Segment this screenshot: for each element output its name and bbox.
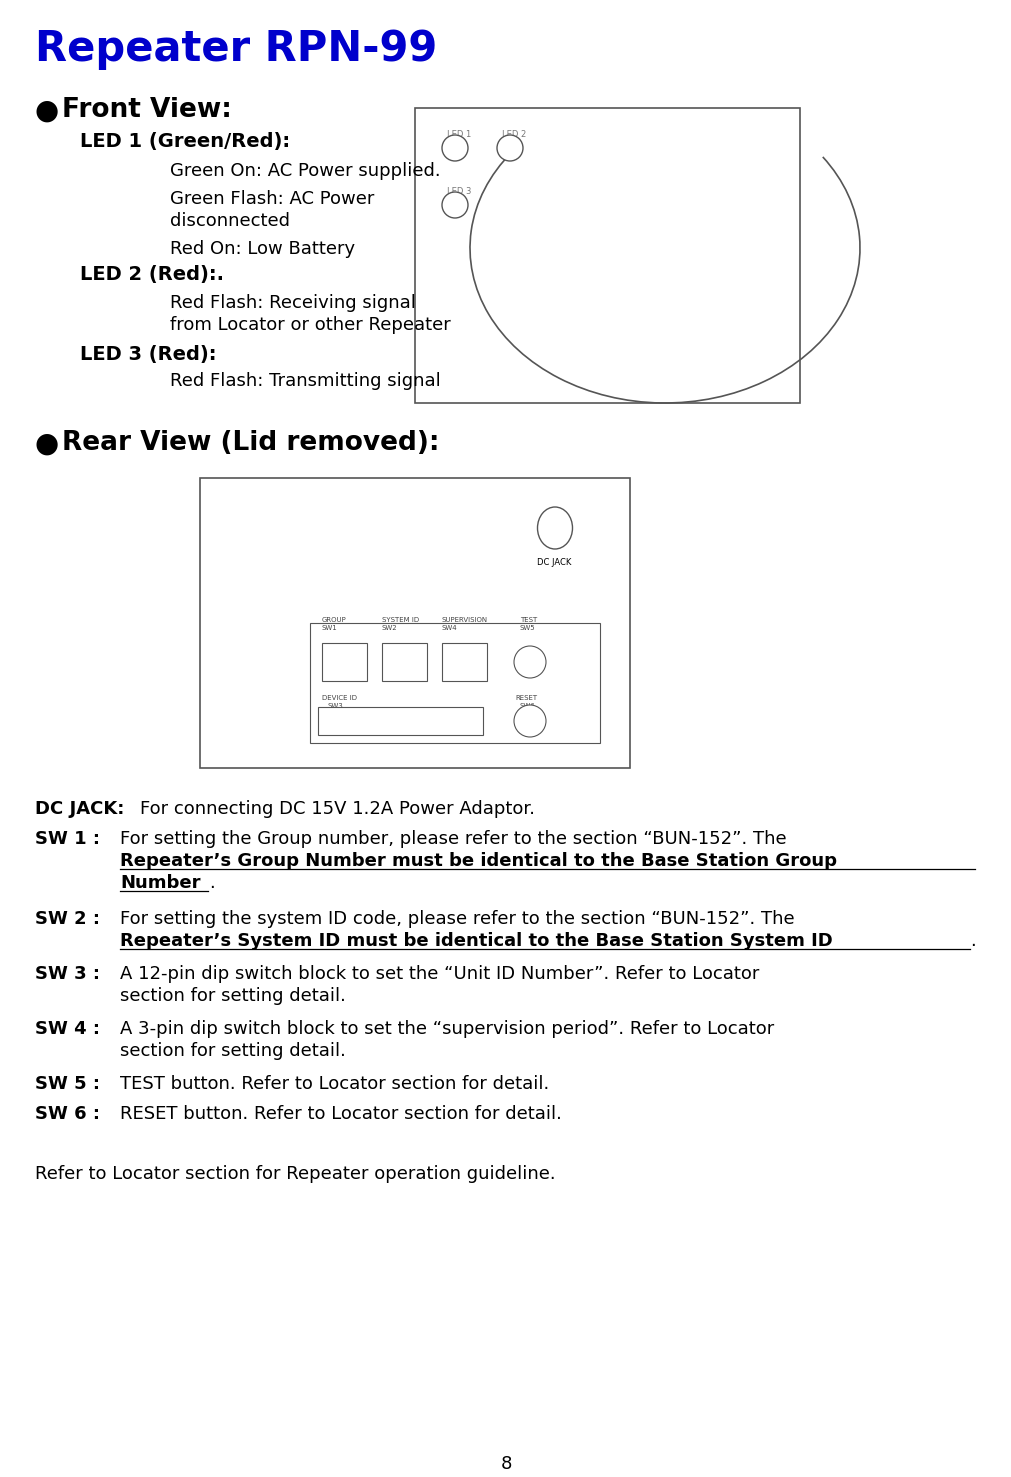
Circle shape <box>442 192 467 219</box>
Text: LED 3 (Red):: LED 3 (Red): <box>80 346 216 363</box>
Text: SW 2 :: SW 2 : <box>35 910 100 928</box>
Circle shape <box>514 645 546 678</box>
Text: SW 1 :: SW 1 : <box>35 830 100 848</box>
Text: SUPERVISION: SUPERVISION <box>442 617 487 623</box>
Text: LED 1: LED 1 <box>447 130 471 139</box>
Text: For setting the system ID code, please refer to the section “BUN-152”. The: For setting the system ID code, please r… <box>120 910 794 928</box>
Bar <box>442 642 486 681</box>
Bar <box>415 108 800 403</box>
Text: LED 2 (Red):.: LED 2 (Red):. <box>80 264 223 284</box>
Text: section for setting detail.: section for setting detail. <box>120 1041 346 1060</box>
Text: A 12-pin dip switch block to set the “Unit ID Number”. Refer to Locator: A 12-pin dip switch block to set the “Un… <box>120 964 758 984</box>
Text: SW2: SW2 <box>381 625 397 631</box>
Text: disconnected: disconnected <box>170 213 290 230</box>
Bar <box>309 623 600 743</box>
Text: DEVICE ID: DEVICE ID <box>321 696 357 702</box>
Text: Repeater RPN-99: Repeater RPN-99 <box>35 28 437 69</box>
Text: LED 1 (Green/Red):: LED 1 (Green/Red): <box>80 131 290 151</box>
Text: ●: ● <box>35 430 60 458</box>
Text: Green On: AC Power supplied.: Green On: AC Power supplied. <box>170 162 440 180</box>
Text: SW 3 :: SW 3 : <box>35 964 100 984</box>
Text: Rear View (Lid removed):: Rear View (Lid removed): <box>62 430 439 456</box>
Bar <box>321 642 367 681</box>
Text: SW 4 :: SW 4 : <box>35 1021 100 1038</box>
Text: SW5: SW5 <box>520 625 535 631</box>
Text: DC JACK: DC JACK <box>537 558 571 567</box>
Text: Red Flash: Transmitting signal: Red Flash: Transmitting signal <box>170 372 441 390</box>
Text: Front View:: Front View: <box>62 97 232 123</box>
Text: LED 3: LED 3 <box>447 188 471 196</box>
Text: .: . <box>209 874 214 892</box>
Text: .: . <box>969 932 975 950</box>
Text: SW 6 :: SW 6 : <box>35 1105 100 1123</box>
Text: 8: 8 <box>499 1455 512 1473</box>
Text: Repeater’s Group Number must be identical to the Base Station Group: Repeater’s Group Number must be identica… <box>120 852 836 870</box>
Text: SW3: SW3 <box>328 703 344 709</box>
Bar <box>381 642 427 681</box>
Text: section for setting detail.: section for setting detail. <box>120 987 346 1004</box>
Text: DC JACK:: DC JACK: <box>35 801 124 818</box>
Text: Green Flash: AC Power: Green Flash: AC Power <box>170 191 374 208</box>
Ellipse shape <box>537 507 572 549</box>
Text: TEST: TEST <box>520 617 537 623</box>
Text: For connecting DC 15V 1.2A Power Adaptor.: For connecting DC 15V 1.2A Power Adaptor… <box>140 801 535 818</box>
Circle shape <box>514 705 546 737</box>
Text: TEST button. Refer to Locator section for detail.: TEST button. Refer to Locator section fo… <box>120 1075 549 1093</box>
Text: LED 2: LED 2 <box>501 130 526 139</box>
Circle shape <box>442 134 467 161</box>
Text: Refer to Locator section for Repeater operation guideline.: Refer to Locator section for Repeater op… <box>35 1165 555 1183</box>
Text: SW6: SW6 <box>520 703 535 709</box>
Bar <box>317 707 482 736</box>
Text: RESET: RESET <box>515 696 537 702</box>
Text: For setting the Group number, please refer to the section “BUN-152”. The: For setting the Group number, please ref… <box>120 830 786 848</box>
Text: from Locator or other Repeater: from Locator or other Repeater <box>170 316 450 334</box>
Bar <box>200 479 630 768</box>
Text: SW4: SW4 <box>442 625 457 631</box>
Text: A 3-pin dip switch block to set the “supervision period”. Refer to Locator: A 3-pin dip switch block to set the “sup… <box>120 1021 773 1038</box>
Text: Number: Number <box>120 874 200 892</box>
Text: SW 5 :: SW 5 : <box>35 1075 100 1093</box>
Text: Repeater’s System ID must be identical to the Base Station System ID: Repeater’s System ID must be identical t… <box>120 932 832 950</box>
Text: SYSTEM ID: SYSTEM ID <box>381 617 419 623</box>
Circle shape <box>496 134 523 161</box>
Text: RESET button. Refer to Locator section for detail.: RESET button. Refer to Locator section f… <box>120 1105 561 1123</box>
Text: Red On: Low Battery: Red On: Low Battery <box>170 239 355 258</box>
Text: GROUP: GROUP <box>321 617 347 623</box>
Text: SW1: SW1 <box>321 625 338 631</box>
Text: Red Flash: Receiving signal: Red Flash: Receiving signal <box>170 294 416 312</box>
Text: ●: ● <box>35 97 60 126</box>
